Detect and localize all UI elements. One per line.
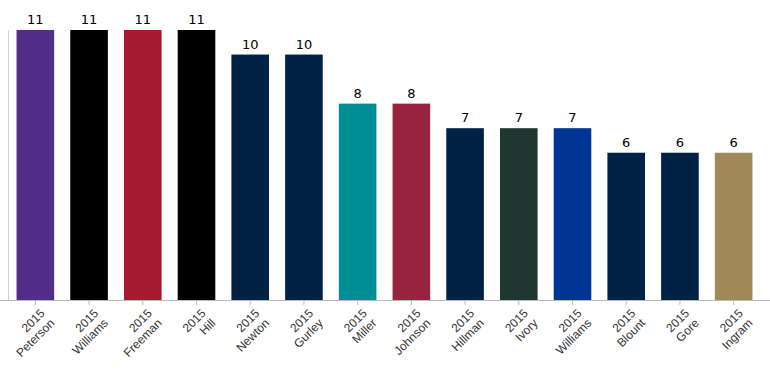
x-tick-label: 2015Ivory	[502, 306, 541, 345]
x-tick-mark	[357, 300, 358, 305]
x-tick-label: 2015Hill	[180, 306, 219, 345]
bar	[607, 153, 645, 300]
bar	[17, 30, 55, 300]
x-tick-label: 2015Newton	[224, 306, 273, 355]
data-label: 7	[568, 110, 576, 125]
data-label: 7	[515, 110, 523, 125]
x-tick-mark	[572, 300, 573, 305]
bar	[715, 153, 753, 300]
x-tick: 2015Williams	[60, 300, 111, 357]
x-tick-label: 2015Blount	[604, 306, 648, 350]
x-tick-mark	[303, 300, 304, 305]
x-tick-label: 2015Williams	[60, 306, 111, 357]
data-labels: 11 11 11 11 10 10 8 8 7 7 7 6 6 6	[27, 12, 738, 150]
x-tick-label: 2015Ingram	[709, 306, 755, 352]
bar	[124, 30, 162, 300]
x-tick-label-line: Gurley	[291, 316, 326, 351]
data-label: 6	[730, 135, 738, 150]
x-tick: 2015Ingram	[709, 300, 755, 352]
bar	[285, 55, 323, 300]
data-label: 6	[676, 135, 684, 150]
x-tick-label-line: Ingram	[719, 316, 755, 352]
x-tick-label: 2015Peterson	[4, 306, 58, 360]
data-label: 6	[622, 135, 630, 150]
x-tick-label-line: Williams	[69, 316, 110, 357]
x-tick: 2015Gore	[663, 300, 702, 345]
data-label: 11	[188, 12, 205, 27]
x-tick: 2015Freeman	[111, 300, 165, 360]
x-tick-mark	[626, 300, 627, 305]
x-tick-mark	[142, 300, 143, 305]
x-tick: 2015Gurley	[281, 300, 326, 351]
x-axis-line	[0, 300, 770, 301]
x-tick-mark	[733, 300, 734, 305]
x-tick-label: 2015Williams	[543, 306, 594, 357]
x-tick-label-line: Hill	[197, 316, 219, 338]
x-tick-mark	[679, 300, 680, 305]
data-label: 7	[461, 110, 469, 125]
data-label: 11	[81, 12, 98, 27]
x-tick-mark	[411, 300, 412, 305]
x-tick: 2015Hill	[180, 300, 219, 345]
x-tick-label-line: Miller	[349, 316, 379, 346]
x-tick-label: 2015Gurley	[281, 306, 326, 351]
y-axis	[8, 31, 9, 301]
bar	[393, 104, 431, 300]
bar	[500, 128, 538, 300]
x-tick-label-line: Williams	[553, 316, 594, 357]
data-label: 10	[242, 37, 259, 52]
data-label: 11	[27, 12, 44, 27]
bar	[339, 104, 377, 300]
x-tick-label-line: Johnson	[391, 316, 433, 358]
x-tick: 2015Hillman	[439, 300, 487, 354]
bar	[554, 128, 592, 300]
y-axis-line	[8, 31, 9, 301]
data-label: 10	[296, 37, 313, 52]
bar	[231, 55, 269, 300]
x-tick: 2015Johnson	[381, 300, 433, 358]
x-tick-label-line: Peterson	[13, 316, 57, 360]
bars	[17, 30, 753, 300]
x-tick: 2015Williams	[543, 300, 594, 357]
x-tick-label-line: Newton	[233, 316, 272, 355]
chart: 111111111010887776662015Peterson2015Will…	[0, 0, 770, 391]
x-tick: 2015Blount	[604, 300, 648, 350]
x-tick-label-line: Hillman	[449, 316, 487, 354]
x-tick-label-line: Ivory	[512, 316, 540, 344]
bar	[178, 30, 216, 300]
bar	[446, 128, 484, 300]
x-tick-mark	[196, 300, 197, 305]
x-tick-label: 2015Freeman	[111, 306, 165, 360]
data-label: 11	[135, 12, 152, 27]
x-tick-label: 2015Gore	[663, 306, 702, 345]
x-tick-mark	[35, 300, 36, 305]
x-tick: 2015Peterson	[4, 300, 58, 360]
x-tick: 2015Miller	[340, 300, 380, 346]
x-tick-mark	[518, 300, 519, 305]
x-tick-label: 2015Miller	[340, 306, 380, 346]
data-label: 8	[354, 86, 362, 101]
x-tick-label-line: Gore	[673, 316, 702, 345]
data-label: 8	[407, 86, 415, 101]
bar	[70, 30, 108, 300]
x-tick: 2015Ivory	[502, 300, 541, 345]
x-tick-label-line: Freeman	[121, 316, 165, 360]
x-tick: 2015Newton	[224, 300, 273, 355]
x-tick-mark	[89, 300, 90, 305]
x-tick-label-line: Blount	[614, 316, 648, 350]
bar	[661, 153, 699, 300]
x-tick-mark	[465, 300, 466, 305]
x-tick-label: 2015Johnson	[381, 306, 433, 358]
x-tick-label: 2015Hillman	[439, 306, 487, 354]
x-axis: 2015Peterson2015Williams2015Freeman2015H…	[0, 300, 770, 360]
x-tick-mark	[250, 300, 251, 305]
